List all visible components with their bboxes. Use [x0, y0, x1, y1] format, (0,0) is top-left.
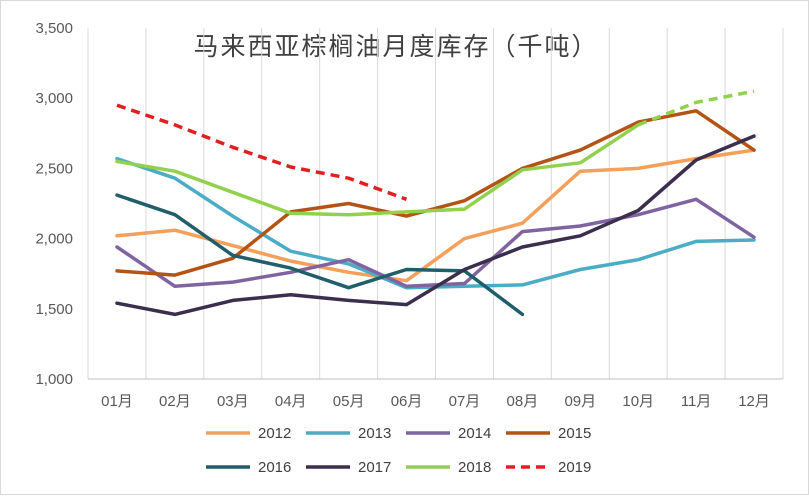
gridlines	[87, 28, 784, 379]
x-tick-label: 01月	[101, 393, 133, 410]
series-line-2015	[115, 109, 756, 277]
x-tick-label: 08月	[507, 393, 539, 410]
series-line-2012	[115, 148, 756, 283]
x-tick-label: 11月	[681, 393, 712, 410]
x-tick-label: 12月	[738, 393, 770, 410]
x-tick-label: 06月	[391, 393, 423, 410]
y-axis-tick-labels: 1,000 1,500 2,000 2,500 3,000 3,500	[35, 20, 73, 388]
series-line-2016	[115, 193, 525, 317]
y-tick-label: 3,500	[35, 20, 73, 37]
legend-label-2018: 2018	[458, 459, 491, 476]
legend-label-2016: 2016	[258, 459, 291, 476]
x-tick-label: 09月	[564, 393, 596, 410]
series-line-2017	[115, 134, 756, 317]
x-tick-label: 05月	[333, 393, 365, 410]
y-tick-label: 2,500	[35, 160, 73, 177]
legend-label-2013: 2013	[358, 425, 391, 442]
y-tick-label: 1,000	[35, 371, 73, 388]
legend: 2012 2013 2014 2015 2016 2017 2018 2019	[206, 425, 591, 476]
y-tick-label: 1,500	[35, 301, 73, 318]
y-tick-label: 2,000	[35, 231, 73, 248]
series-line-2014	[115, 197, 756, 289]
y-tick-label: 3,000	[35, 90, 73, 107]
series-lines	[115, 89, 756, 317]
legend-label-2014: 2014	[458, 425, 491, 442]
legend-label-2015: 2015	[558, 425, 591, 442]
series-line-2018	[115, 123, 640, 217]
legend-label-2019: 2019	[558, 459, 591, 476]
x-tick-label: 10月	[622, 393, 654, 410]
series-line-2018-projection	[637, 89, 755, 127]
x-tick-label: 02月	[159, 393, 191, 410]
x-tick-label: 07月	[449, 393, 481, 410]
series-line-2019	[116, 103, 408, 201]
chart-title: 马来西亚棕榈油月度库存（千吨）	[193, 32, 598, 61]
x-axis-tick-labels: 01月 02月 03月 04月 05月 06月 07月 08月 09月 10月 11月 12月	[101, 393, 770, 410]
legend-label-2017: 2017	[358, 459, 391, 476]
legend-label-2012: 2012	[258, 425, 291, 442]
x-tick-label: 03月	[217, 393, 249, 410]
x-tick-label: 04月	[275, 393, 307, 410]
